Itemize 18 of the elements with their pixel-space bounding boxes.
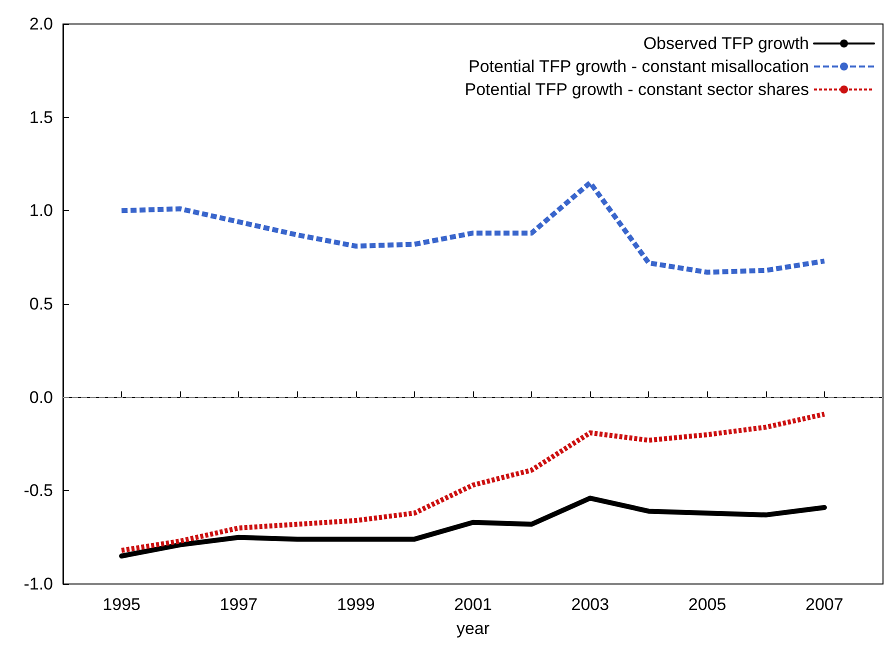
x-tick-label: 2005 [688, 595, 726, 614]
x-axis-title: year [456, 619, 490, 638]
y-tick-label: 1.5 [29, 108, 53, 127]
x-tick-label: 2003 [571, 595, 610, 614]
y-tick-label: -1.0 [24, 574, 53, 594]
x-tick-label: 2007 [806, 595, 844, 614]
x-tick-label: 1997 [220, 595, 258, 614]
legend-label: Observed TFP growth [643, 34, 809, 53]
x-tick-label: 1999 [336, 595, 375, 614]
x-tick-label: 2001 [454, 595, 492, 614]
y-tick-label: 0.0 [29, 388, 53, 407]
y-tick-label: 2.0 [29, 14, 53, 34]
y-tick-label: 1.0 [29, 201, 53, 220]
legend-label: Potential TFP growth - constant misallocation [468, 57, 809, 76]
y-tick-label: 0.5 [29, 294, 53, 314]
y-tick-label: -0.5 [24, 481, 53, 500]
legend-label: Potential TFP growth - constant sector shares [464, 80, 809, 99]
x-tick-label: 1995 [102, 595, 140, 614]
